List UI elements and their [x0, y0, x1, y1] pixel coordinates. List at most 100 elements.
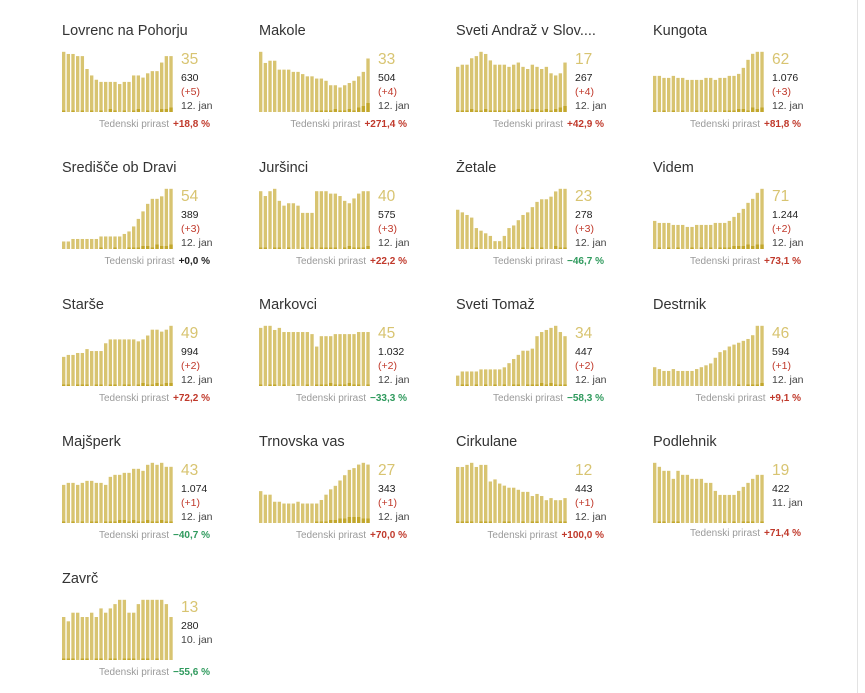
- municipality-card: Starše 49 994 (+2) 12. jan Tedenski prirast +7…: [62, 274, 252, 404]
- new-cases-bar: [329, 110, 333, 112]
- new-cases-bar: [676, 521, 680, 523]
- active-cases-value: 17: [575, 51, 593, 68]
- last-update-date: 12. jan: [575, 511, 607, 523]
- new-cases-bar: [113, 658, 117, 660]
- new-cases-bar: [662, 521, 666, 523]
- active-cases-bar: [521, 66, 525, 112]
- new-cases-bar: [549, 521, 553, 523]
- new-cases-bar: [333, 247, 338, 249]
- daily-delta: (+1): [378, 497, 397, 509]
- active-cases-bar: [685, 474, 690, 523]
- active-cases-bar: [507, 228, 511, 249]
- active-cases-bar: [338, 87, 342, 112]
- municipality-card: Sveti Andraž v Slov.... 17 267 (+4) 12. jan T…: [456, 0, 646, 130]
- active-cases-bar: [699, 79, 704, 112]
- active-cases-bar: [699, 367, 704, 386]
- new-cases-bar: [324, 110, 328, 112]
- active-cases-bar: [136, 75, 141, 112]
- active-cases-bar: [122, 233, 127, 249]
- active-cases-bar: [549, 196, 553, 249]
- active-cases-bar: [160, 196, 164, 249]
- new-cases-bar: [352, 247, 356, 249]
- municipality-name: Starše: [62, 297, 104, 313]
- new-cases-bar: [755, 384, 760, 386]
- weekly-growth: Tedenski prirast +73,1 %: [690, 256, 801, 267]
- municipality-name: Podlehnik: [653, 434, 717, 450]
- weekly-growth-value: +81,8 %: [764, 119, 801, 130]
- active-cases-bar: [653, 367, 657, 386]
- active-cases-bar: [329, 489, 333, 523]
- active-cases-bar: [671, 369, 676, 386]
- active-cases-bar: [66, 241, 71, 249]
- new-cases-bar: [526, 110, 530, 112]
- new-cases-bar: [169, 383, 173, 386]
- weekly-growth-label: Tedenski prirast: [689, 528, 761, 539]
- active-cases-bar: [169, 188, 173, 249]
- weekly-growth: Tedenski prirast +81,8 %: [690, 119, 801, 130]
- new-cases-bar: [319, 110, 324, 112]
- total-cases-value: 422: [772, 483, 790, 495]
- active-cases-bar: [535, 201, 539, 249]
- active-cases-bar: [474, 466, 479, 523]
- active-cases-bar: [104, 612, 108, 660]
- active-cases-bar: [352, 334, 356, 386]
- new-cases-bar: [324, 384, 328, 386]
- active-cases-bar: [479, 51, 483, 112]
- municipality-name: Zavrč: [62, 571, 99, 587]
- sparkline-chart: [62, 325, 173, 386]
- active-cases-bar: [324, 191, 328, 249]
- new-cases-bar: [259, 247, 263, 249]
- weekly-growth-label: Tedenski prirast: [695, 393, 766, 404]
- active-cases-bar: [263, 196, 268, 249]
- municipality-card: Makole 33 504 (+4) 12. jan Tedenski prirast +2…: [259, 0, 449, 130]
- sparkline-chart: [259, 51, 370, 112]
- new-cases-bar: [516, 384, 521, 386]
- active-cases-bar: [704, 365, 708, 386]
- weekly-growth-label: Tedenski prirast: [98, 667, 170, 678]
- new-cases-bar: [465, 384, 469, 386]
- active-cases-bar: [456, 375, 460, 386]
- new-cases-bar: [727, 247, 732, 249]
- active-cases-bar: [685, 79, 690, 112]
- weekly-growth: Tedenski prirast −40,7 %: [99, 530, 210, 541]
- active-cases-bar: [118, 339, 122, 386]
- active-cases-bar: [502, 485, 507, 523]
- new-cases-bar: [741, 109, 746, 112]
- daily-delta: (+2): [772, 223, 791, 235]
- new-cases-bar: [484, 521, 488, 523]
- active-cases-bar: [549, 498, 553, 523]
- new-cases-bar: [737, 109, 741, 112]
- weekly-growth-label: Tedenski prirast: [295, 393, 367, 404]
- active-cases-bar: [315, 346, 319, 386]
- municipality-card: Trnovska vas 27 343 (+1) 12. jan Tedenski pri…: [259, 411, 449, 541]
- new-cases-bar: [85, 384, 89, 386]
- active-cases-bar: [94, 238, 99, 249]
- new-cases-bar: [90, 110, 94, 112]
- active-cases-bar: [104, 343, 108, 386]
- active-cases-bar: [558, 332, 563, 386]
- active-cases-bar: [563, 188, 567, 249]
- active-cases-bar: [164, 188, 169, 249]
- weekly-growth-value: +71,4 %: [764, 528, 801, 539]
- active-cases-bar: [676, 77, 680, 112]
- active-cases-bar: [71, 612, 75, 660]
- active-cases-bar: [324, 494, 328, 523]
- active-cases-bar: [699, 224, 704, 249]
- active-cases-bar: [357, 464, 361, 523]
- active-cases-bar: [122, 339, 127, 386]
- active-cases-bar: [132, 75, 136, 112]
- active-cases-bar: [357, 332, 361, 386]
- active-cases-bar: [695, 79, 699, 112]
- active-cases-bar: [671, 224, 676, 249]
- active-cases-bar: [558, 73, 563, 112]
- sparkline-chart: [62, 188, 173, 249]
- active-cases-bar: [755, 192, 760, 249]
- active-cases-bar: [291, 71, 296, 112]
- weekly-growth-value: +9,1 %: [769, 393, 801, 404]
- municipality-card: Juršinci 40 575 (+3) 12. jan Tedenski prirast…: [259, 137, 449, 267]
- active-cases-bar: [465, 371, 469, 386]
- active-cases-bar: [113, 339, 117, 386]
- active-cases-bar: [760, 474, 764, 523]
- active-cases-bar: [169, 617, 173, 660]
- new-cases-bar: [544, 109, 549, 112]
